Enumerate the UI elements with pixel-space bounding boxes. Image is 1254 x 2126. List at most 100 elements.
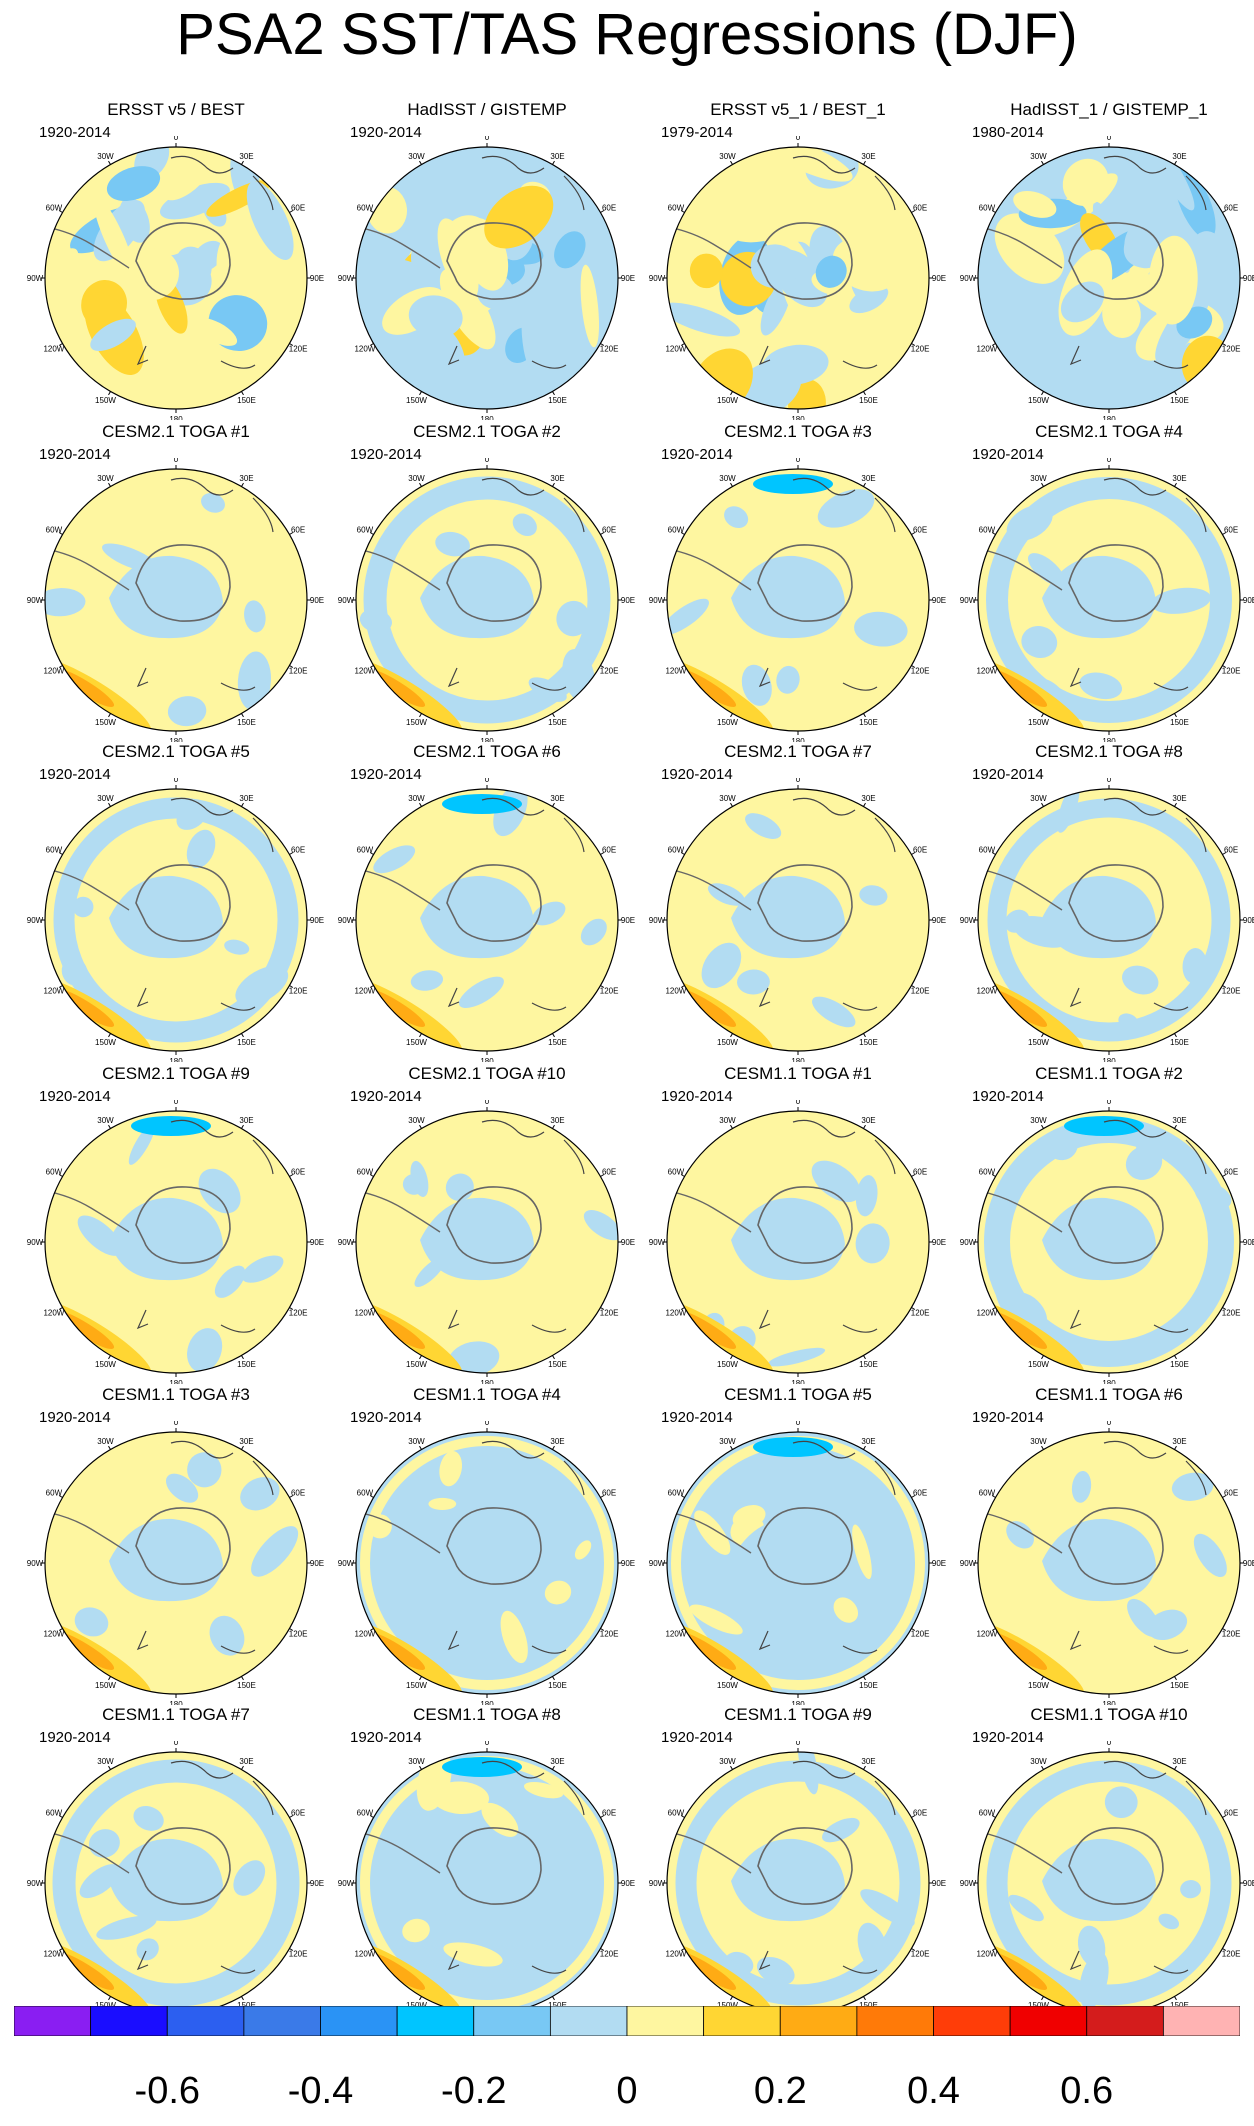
panel-title: CESM1.1 TOGA #7 bbox=[102, 1705, 250, 1724]
longitude-label: 150E bbox=[237, 1681, 256, 1690]
longitude-label: 0 bbox=[485, 1741, 490, 1747]
longitude-label: 120W bbox=[43, 1630, 64, 1639]
colorbar-labels: -0.6 -0.4 -0.2 0 0.2 0.4 0.6 bbox=[0, 2068, 1254, 2118]
longitude-label: 90E bbox=[310, 916, 324, 925]
longitude-label: 90W bbox=[338, 1879, 355, 1888]
panel-years: 1920-2014 bbox=[972, 1088, 1044, 1105]
longitude-label: 120W bbox=[976, 987, 997, 996]
longitude-label: 180 bbox=[791, 1379, 805, 1384]
longitude-label: 150W bbox=[1028, 396, 1049, 405]
colorbar-segment bbox=[473, 2006, 551, 2036]
longitude-label: 90W bbox=[338, 916, 355, 925]
longitude-label: 60W bbox=[979, 1489, 996, 1498]
longitude-label: 30E bbox=[239, 1437, 253, 1446]
map-panel: CESM2.1 TOGA #6 1920-2014 0 30E 60E 90E 120E 15… bbox=[332, 742, 642, 1062]
panel-title: CESM2.1 TOGA #8 bbox=[1035, 742, 1183, 761]
longitude-label: 180 bbox=[791, 737, 805, 742]
longitude-label: 0 bbox=[1107, 1741, 1112, 1747]
longitude-label: 150W bbox=[95, 718, 116, 727]
longitude-label: 0 bbox=[1107, 1421, 1112, 1427]
longitude-label: 150E bbox=[548, 2001, 567, 2010]
longitude-label: 0 bbox=[796, 778, 801, 784]
longitude-label: 120W bbox=[665, 667, 686, 676]
longitude-label: 60W bbox=[357, 526, 374, 535]
polar-map: 0 30E 60E 90E 120E 150E 180 150W 120W 90W 60W 30W bbox=[649, 458, 946, 742]
map-panel: CESM2.1 TOGA #5 1920-2014 0 30E 60E 90E 120E 15… bbox=[21, 742, 331, 1062]
longitude-label: 0 bbox=[1107, 778, 1112, 784]
polar-map: 0 30E 60E 90E 120E 150E 180 150W 120W 90W 60W 30W bbox=[960, 1421, 1254, 1705]
longitude-label: 180 bbox=[169, 415, 183, 420]
longitude-label: 120W bbox=[354, 1630, 375, 1639]
longitude-label: 60E bbox=[1224, 1168, 1238, 1177]
panel-title: CESM1.1 TOGA #5 bbox=[724, 1385, 872, 1404]
colorbar-tick-label: -0.4 bbox=[287, 2070, 354, 2112]
longitude-label: 150E bbox=[548, 1360, 567, 1369]
longitude-label: 60W bbox=[979, 1809, 996, 1818]
longitude-label: 30W bbox=[408, 1757, 425, 1766]
colorbar-tick-label: -0.2 bbox=[441, 2070, 507, 2112]
polar-map: 0 30E 60E 90E 120E 150E 180 150W 120W 90W 60W 30W bbox=[960, 1100, 1254, 1384]
panel-title: CESM1.1 TOGA #9 bbox=[724, 1705, 872, 1724]
longitude-label: 90W bbox=[960, 596, 977, 605]
longitude-label: 180 bbox=[169, 737, 183, 742]
colorbar bbox=[14, 2006, 1240, 2036]
map-panel: CESM2.1 TOGA #10 1920-2014 0 30E 60E 90E 120E 1… bbox=[332, 1064, 642, 1384]
longitude-label: 90E bbox=[932, 916, 946, 925]
longitude-label: 0 bbox=[485, 1421, 490, 1427]
longitude-label: 150W bbox=[717, 2001, 738, 2010]
longitude-label: 150E bbox=[859, 1681, 878, 1690]
longitude-label: 180 bbox=[1102, 1057, 1116, 1062]
map-panel: CESM2.1 TOGA #3 1920-2014 0 30E 60E 90E 120E 15… bbox=[643, 422, 953, 742]
longitude-label: 120E bbox=[1222, 1309, 1241, 1318]
panel-title: CESM2.1 TOGA #10 bbox=[408, 1064, 566, 1083]
polar-map: 0 30E 60E 90E 120E 150E 180 150W 120W 90W 60W 30W bbox=[27, 1421, 324, 1705]
longitude-label: 60E bbox=[602, 204, 616, 213]
longitude-label: 150E bbox=[1170, 2001, 1189, 2010]
longitude-label: 30E bbox=[861, 474, 875, 483]
panel-years: 1920-2014 bbox=[661, 446, 733, 463]
panel-years: 1920-2014 bbox=[972, 446, 1044, 463]
panel-years: 1920-2014 bbox=[39, 1088, 111, 1105]
longitude-label: 90E bbox=[1243, 1879, 1254, 1888]
panel-title: CESM1.1 TOGA #2 bbox=[1035, 1064, 1183, 1083]
longitude-label: 30W bbox=[408, 794, 425, 803]
longitude-label: 120E bbox=[1222, 345, 1241, 354]
longitude-label: 150E bbox=[237, 718, 256, 727]
panel-title: CESM1.1 TOGA #8 bbox=[413, 1705, 561, 1724]
longitude-label: 90W bbox=[960, 1879, 977, 1888]
longitude-label: 150W bbox=[406, 2001, 427, 2010]
panel-years: 1920-2014 bbox=[350, 1409, 422, 1426]
longitude-label: 60W bbox=[668, 204, 685, 213]
panel-title: ERSST v5 / BEST bbox=[107, 100, 245, 119]
longitude-label: 120W bbox=[665, 1950, 686, 1959]
longitude-label: 180 bbox=[791, 1700, 805, 1705]
longitude-label: 60E bbox=[291, 846, 305, 855]
longitude-label: 0 bbox=[174, 778, 179, 784]
longitude-label: 120E bbox=[289, 345, 308, 354]
longitude-label: 30E bbox=[861, 1116, 875, 1125]
longitude-label: 60E bbox=[602, 1489, 616, 1498]
longitude-label: 150W bbox=[717, 1038, 738, 1047]
longitude-label: 150W bbox=[717, 718, 738, 727]
longitude-label: 90W bbox=[338, 596, 355, 605]
longitude-label: 150W bbox=[717, 1360, 738, 1369]
longitude-label: 90W bbox=[27, 916, 44, 925]
longitude-label: 180 bbox=[480, 737, 494, 742]
map-panel: CESM2.1 TOGA #8 1920-2014 0 30E 60E 90E 120E 15… bbox=[954, 742, 1254, 1062]
longitude-label: 30W bbox=[1030, 1757, 1047, 1766]
longitude-label: 150E bbox=[859, 396, 878, 405]
longitude-label: 120E bbox=[600, 1630, 619, 1639]
colorbar-segment bbox=[1162, 2006, 1240, 2036]
longitude-label: 30W bbox=[719, 1437, 736, 1446]
longitude-label: 150E bbox=[859, 1360, 878, 1369]
polar-map: 0 30E 60E 90E 120E 150E 180 150W 120W 90W 60W 30W bbox=[649, 1421, 946, 1705]
longitude-label: 60W bbox=[979, 846, 996, 855]
map-panel: HadISST / GISTEMP 1920-2014 0 30E 60E 90E 120E… bbox=[332, 100, 642, 420]
longitude-label: 90E bbox=[310, 1559, 324, 1568]
longitude-label: 150W bbox=[1028, 2001, 1049, 2010]
longitude-label: 60W bbox=[668, 1809, 685, 1818]
longitude-label: 30W bbox=[1030, 794, 1047, 803]
longitude-label: 120E bbox=[289, 1950, 308, 1959]
colorbar-segment bbox=[396, 2006, 475, 2036]
colorbar-segment bbox=[703, 2006, 781, 2036]
